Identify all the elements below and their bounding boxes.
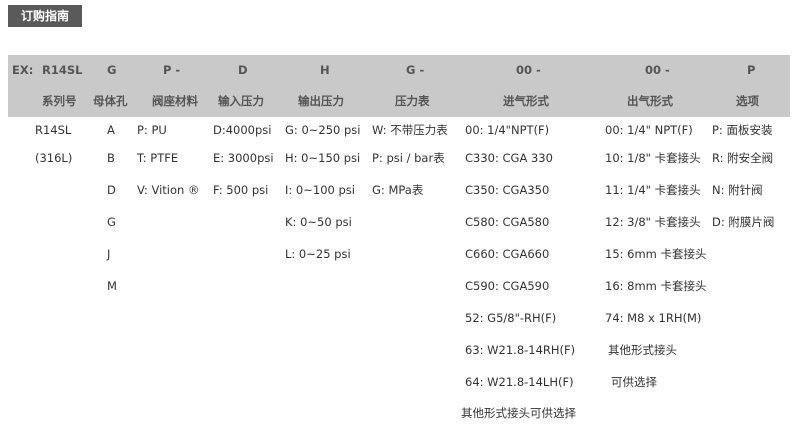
column-label: 母体孔 [93, 94, 128, 108]
option-item: 可供选择 [611, 375, 657, 389]
column-code: R14SL [42, 63, 83, 77]
option-item: H: 0~150 psi [285, 151, 361, 165]
option-item: 10: 1/8" 卡套接头 [605, 151, 701, 165]
column-code: 00 - [516, 63, 541, 77]
option-item: J [107, 247, 111, 261]
option-item: A [107, 123, 115, 137]
option-item: R14SL [35, 123, 72, 137]
option-item: M [107, 279, 117, 293]
option-item: D [107, 183, 116, 197]
option-item: I: 0~100 psi [285, 183, 355, 197]
option-item: L: 0~25 psi [285, 247, 351, 261]
column-label: 进气形式 [503, 94, 549, 108]
column-code: 00 - [645, 63, 670, 77]
column-label: 出气形式 [627, 94, 673, 108]
option-item: C660: CGA660 [465, 247, 550, 261]
option-item: N: 附针阀 [712, 183, 763, 197]
header-band [8, 55, 790, 117]
column-code: P [747, 63, 756, 77]
option-item: E: 3000psi [213, 151, 274, 165]
option-item: 其他形式接头可供选择 [461, 406, 576, 420]
option-item: 63: W21.8-14RH(F) [465, 343, 576, 357]
column-code: P - [163, 63, 181, 77]
option-item: 16: 8mm 卡套接头 [605, 279, 707, 293]
option-item: C580: CGA580 [465, 215, 550, 229]
column-label: 系列号 [42, 94, 77, 108]
column-code: D [238, 63, 248, 77]
option-item: 11: 1/4" 卡套接头 [605, 183, 701, 197]
column-label: 阀座材料 [152, 94, 198, 108]
option-item: C350: CGA350 [465, 183, 550, 197]
option-item: D:4000psi [213, 123, 272, 137]
option-item: D: 附膜片阀 [712, 215, 775, 229]
option-item: 64: W21.8-14LH(F) [465, 375, 574, 389]
option-item: 15: 6mm 卡套接头 [605, 247, 707, 261]
option-item: C590: CGA590 [465, 279, 550, 293]
section-tab: 订购指南 [8, 5, 82, 27]
option-item: G [107, 215, 116, 229]
option-item: B [107, 151, 115, 165]
option-item: R: 附安全阀 [712, 151, 774, 165]
column-label: 选项 [736, 94, 759, 108]
option-item: (316L) [35, 151, 73, 165]
column-label: 压力表 [395, 94, 430, 108]
option-item: 74: M8 x 1RH(M) [605, 311, 702, 325]
option-item: 12: 3/8" 卡套接头 [605, 215, 701, 229]
column-code: G - [406, 63, 425, 77]
option-item: C330: CGA 330 [465, 151, 553, 165]
option-item: W: 不带压力表 [372, 123, 448, 137]
option-item: G: MPa表 [372, 183, 424, 197]
option-item: 52: G5/8"-RH(F) [465, 311, 557, 325]
option-item: 其他形式接头 [608, 343, 677, 357]
option-item: G: 0~250 psi [285, 123, 361, 137]
option-item: P: psi / bar表 [372, 151, 445, 165]
column-label: 输入压力 [218, 94, 264, 108]
column-code: G [107, 63, 117, 77]
option-item: P: 面板安装 [712, 123, 773, 137]
option-item: F: 500 psi [213, 183, 269, 197]
column-code: H [320, 63, 330, 77]
option-item: P: PU [137, 123, 167, 137]
header-prefix: EX: [12, 63, 34, 77]
column-label: 输出压力 [298, 94, 344, 108]
option-item: V: Vition ® [137, 183, 200, 197]
option-item: 00: 1/4" NPT(F) [605, 123, 693, 137]
option-item: T: PTFE [137, 151, 179, 165]
option-item: K: 0~50 psi [285, 215, 352, 229]
option-item: 00: 1/4"NPT(F) [465, 123, 550, 137]
